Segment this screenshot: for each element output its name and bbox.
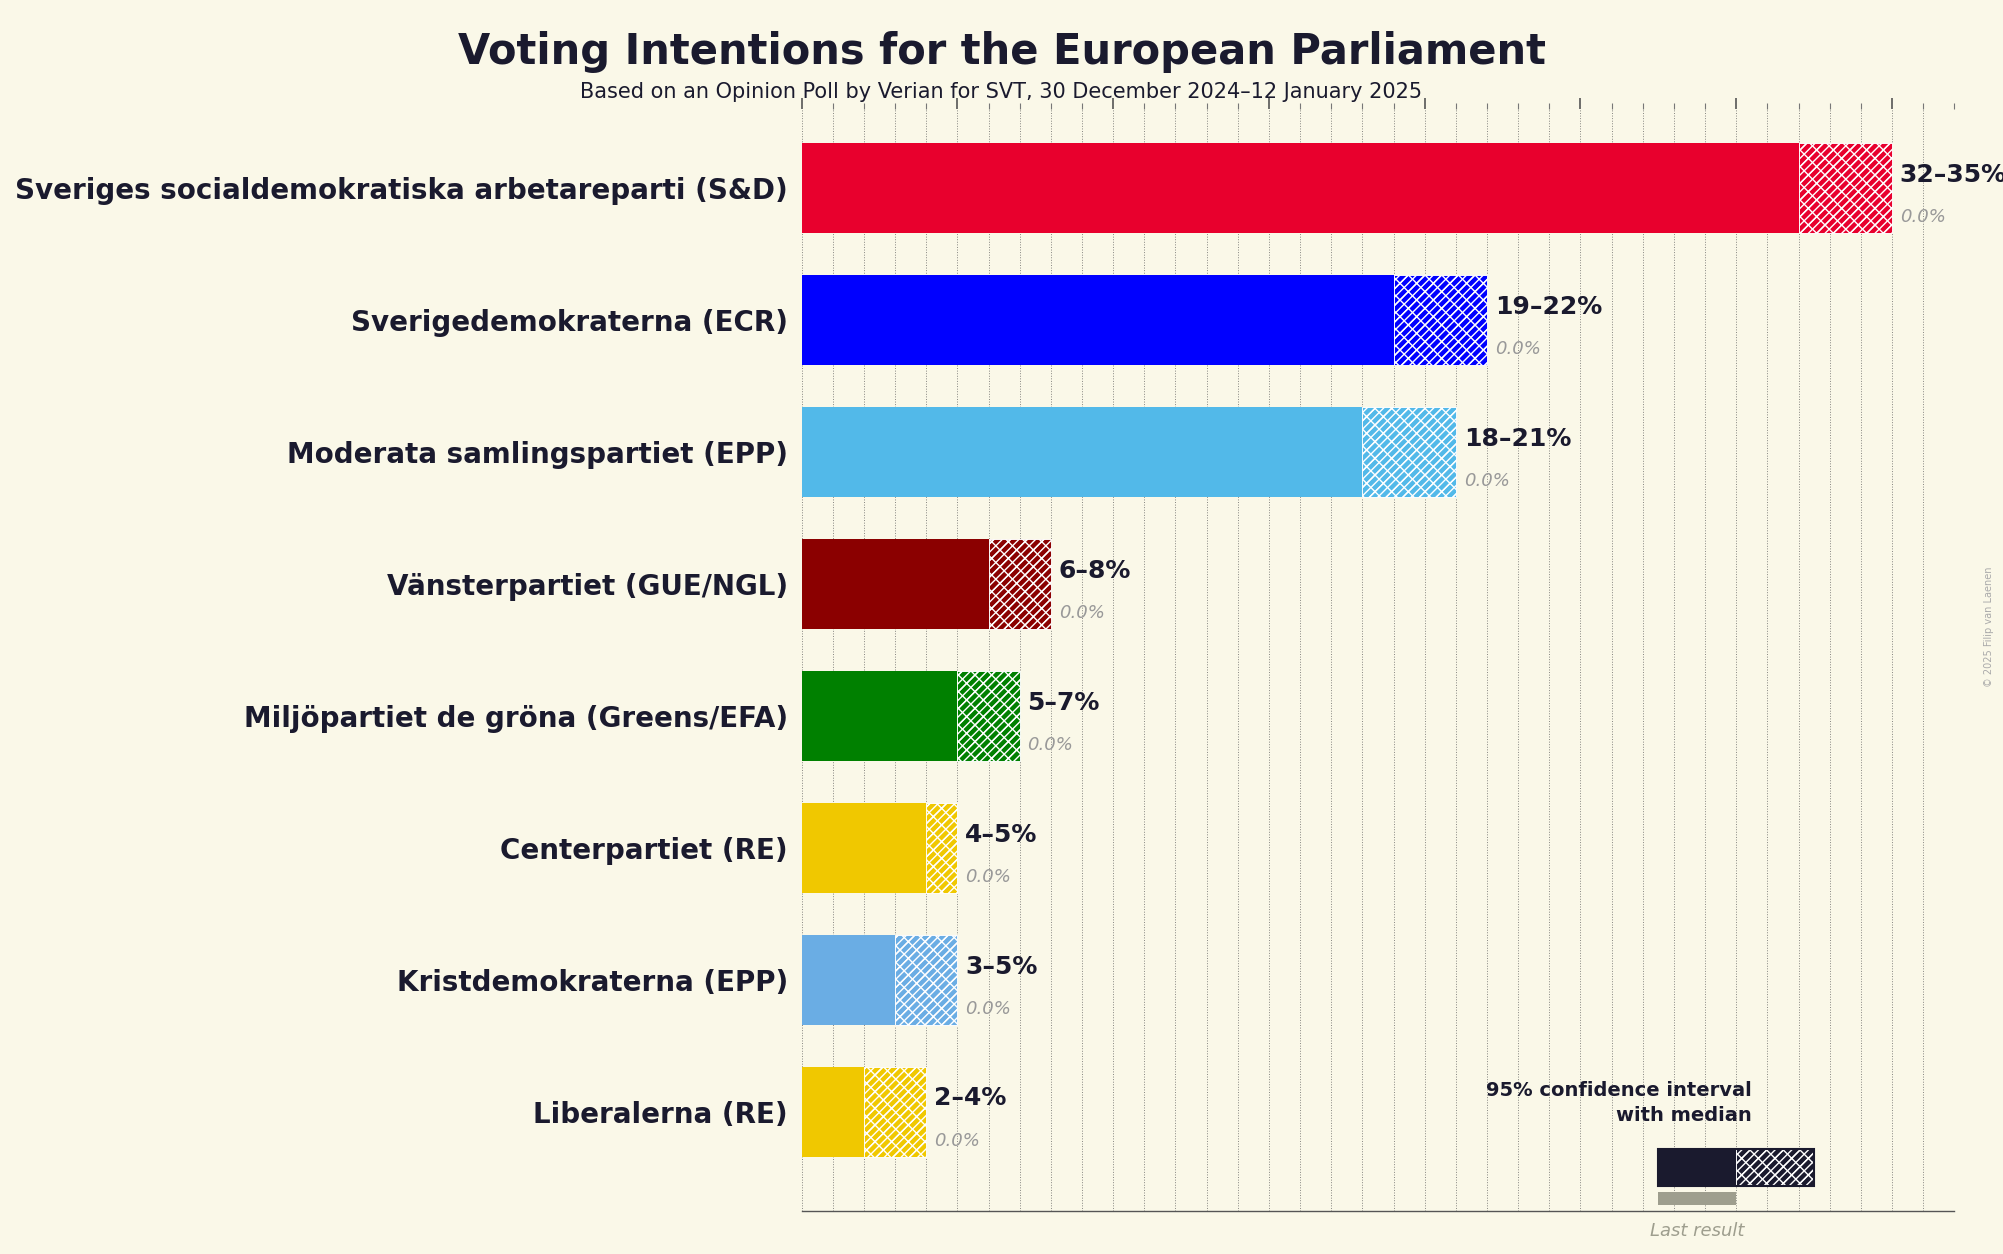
Bar: [801, 276, 1394, 365]
Text: 6–8%: 6–8%: [1060, 559, 1132, 583]
Text: 0.0%: 0.0%: [965, 868, 1012, 885]
Text: 0.0%: 0.0%: [1899, 208, 1945, 226]
Bar: [863, 1067, 925, 1156]
Text: 5–7%: 5–7%: [1028, 691, 1100, 715]
Bar: [925, 803, 957, 893]
Bar: [957, 671, 1020, 761]
Bar: [801, 143, 1799, 233]
Text: Based on an Opinion Poll by Verian for SVT, 30 December 2024–12 January 2025: Based on an Opinion Poll by Verian for S…: [581, 82, 1422, 102]
Bar: [801, 408, 1362, 497]
Bar: [1658, 1193, 1737, 1205]
Bar: [895, 935, 957, 1025]
Bar: [1737, 1149, 1815, 1185]
Bar: [1799, 143, 1893, 233]
Text: 32–35%: 32–35%: [1899, 163, 2003, 187]
Bar: [1799, 143, 1893, 233]
Bar: [863, 1067, 925, 1156]
Text: 4–5%: 4–5%: [965, 823, 1038, 846]
Bar: [1737, 1149, 1815, 1185]
Text: 19–22%: 19–22%: [1494, 295, 1602, 319]
Bar: [801, 539, 989, 628]
Bar: [925, 803, 957, 893]
Bar: [1658, 1149, 1815, 1185]
Bar: [957, 671, 1020, 761]
Bar: [1394, 276, 1486, 365]
Bar: [989, 539, 1052, 628]
Bar: [1658, 1149, 1737, 1185]
Bar: [895, 935, 957, 1025]
Bar: [1362, 408, 1456, 497]
Text: 0.0%: 0.0%: [1464, 472, 1510, 490]
Bar: [801, 935, 895, 1025]
Text: 18–21%: 18–21%: [1464, 426, 1570, 451]
Text: 2–4%: 2–4%: [933, 1086, 1006, 1111]
Text: 3–5%: 3–5%: [965, 954, 1038, 978]
Text: Voting Intentions for the European Parliament: Voting Intentions for the European Parli…: [457, 31, 1546, 73]
Bar: [801, 803, 925, 893]
Text: Last result: Last result: [1650, 1223, 1745, 1240]
Text: 0.0%: 0.0%: [933, 1131, 979, 1150]
Text: 0.0%: 0.0%: [965, 999, 1012, 1018]
Bar: [989, 539, 1052, 628]
Bar: [801, 1067, 863, 1156]
Bar: [801, 671, 957, 761]
Text: 0.0%: 0.0%: [1028, 736, 1074, 754]
Text: 0.0%: 0.0%: [1060, 604, 1104, 622]
Text: 95% confidence interval
with median: 95% confidence interval with median: [1486, 1081, 1753, 1125]
Bar: [1362, 408, 1456, 497]
Text: 0.0%: 0.0%: [1494, 340, 1540, 359]
Text: © 2025 Filip van Laenen: © 2025 Filip van Laenen: [1985, 567, 1993, 687]
Bar: [1394, 276, 1486, 365]
